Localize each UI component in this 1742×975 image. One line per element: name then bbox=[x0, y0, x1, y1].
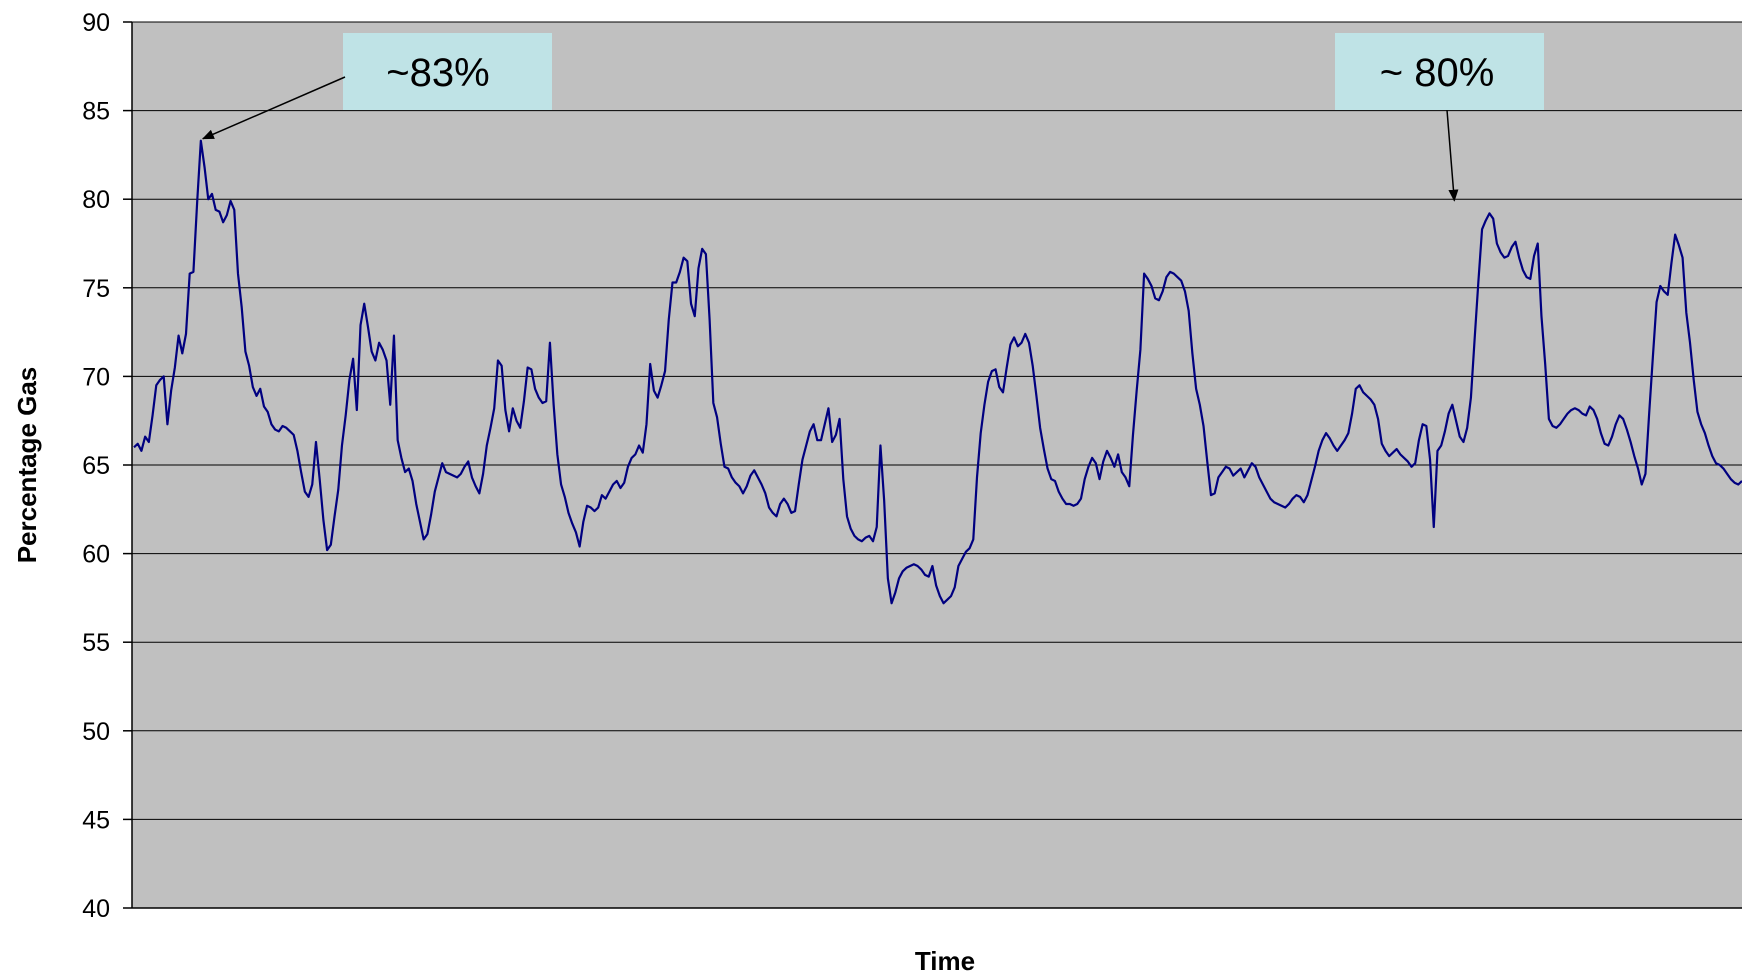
annotation-box bbox=[343, 33, 552, 110]
y-tick-label: 45 bbox=[82, 806, 110, 834]
y-tick-label: 65 bbox=[82, 452, 110, 480]
x-axis-title: Time bbox=[915, 946, 975, 975]
y-tick-label: 80 bbox=[82, 186, 110, 214]
annotation-arrow bbox=[201, 76, 346, 140]
annotation-label: ~83% bbox=[386, 51, 489, 95]
y-tick-label: 85 bbox=[82, 98, 110, 126]
series-line bbox=[133, 139, 1742, 605]
y-tick-label: 70 bbox=[82, 363, 110, 391]
y-tick-label: 40 bbox=[82, 895, 110, 923]
y-tick-label: 60 bbox=[82, 541, 110, 569]
annotation-arrow bbox=[1446, 109, 1459, 202]
y-axis: 40 45 50 55 60 65 70 75 80 85 90 bbox=[82, 9, 1742, 923]
y-tick-label: 75 bbox=[82, 275, 110, 303]
y-tick-label: 50 bbox=[82, 718, 110, 746]
y-axis-title: Percentage Gas bbox=[12, 367, 42, 564]
annotation-box bbox=[1335, 33, 1544, 110]
y-tick-label: 55 bbox=[82, 629, 110, 657]
gridlines bbox=[132, 21, 1742, 909]
annotations: ~83% ~ 80% bbox=[201, 33, 1544, 202]
y-tick-label: 90 bbox=[82, 9, 110, 37]
annotation-label: ~ 80% bbox=[1380, 51, 1495, 95]
